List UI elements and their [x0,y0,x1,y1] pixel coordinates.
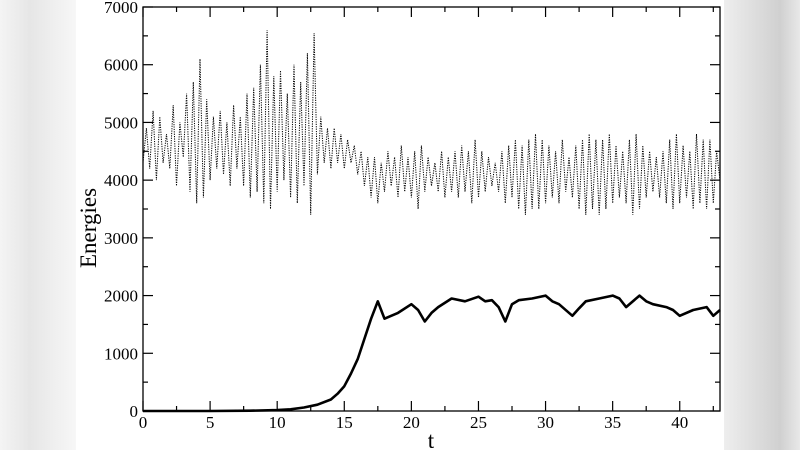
x-tick-label: 0 [139,413,148,432]
y-tick-label: 0 [130,402,139,421]
ticks: 0 5 10 15 20 25 30 35 40 0 1000 2000 3000 4000 5000 600… [104,0,720,432]
plot-frame [142,6,721,412]
y-tick-label: 3000 [104,229,138,248]
y-tick-label: 2000 [104,287,138,306]
series-layer [142,30,721,413]
x-tick-label: 20 [403,413,420,432]
y-tick-label: 1000 [104,344,138,363]
x-tick-label: 10 [269,413,286,432]
y-tick-label: 7000 [104,0,138,17]
x-tick-label: 15 [336,413,353,432]
x-axis-label: t [428,428,435,450]
growing-energy-series [143,294,721,413]
x-tick-label: 30 [537,413,554,432]
y-tick-label: 6000 [104,56,138,75]
x-tick-label: 40 [671,413,688,432]
x-tick-label: 35 [604,413,621,432]
y-axis-label: Energies [76,188,101,268]
total-energy-series [142,30,721,215]
y-tick-label: 5000 [104,113,138,132]
x-tick-label: 25 [470,413,487,432]
y-tick-label: 4000 [104,171,138,190]
x-tick-label: 5 [206,413,215,432]
